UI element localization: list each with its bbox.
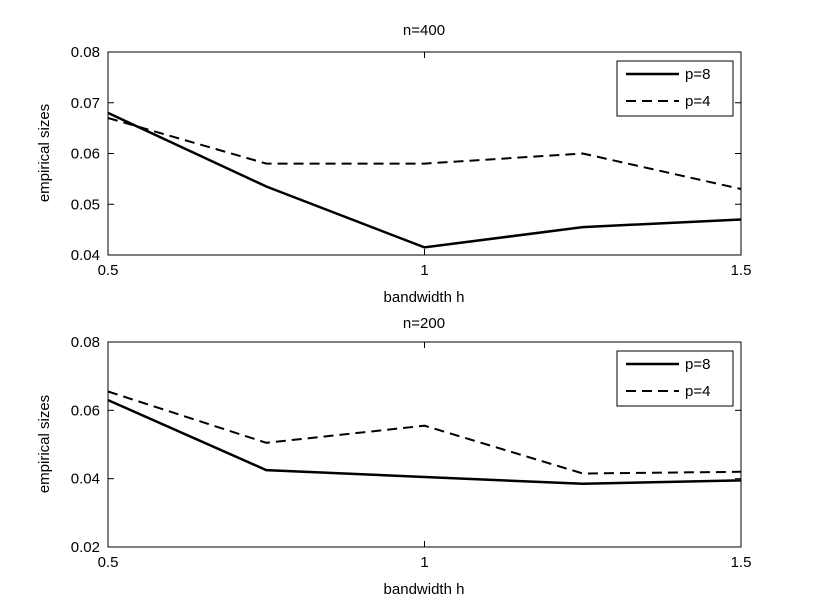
x-axis-label: bandwidth h bbox=[384, 289, 465, 306]
legend-label-p4: p=4 bbox=[685, 93, 710, 110]
legend: p=8 p=4 bbox=[616, 350, 734, 407]
plot-title: n=200 bbox=[403, 315, 445, 332]
axis-tick-labels: 0.5 1 1.5 0.02 0.04 0.06 0.08 bbox=[71, 334, 752, 571]
x-tick-label: 0.5 bbox=[98, 554, 119, 571]
x-tick-label: 1 bbox=[420, 554, 428, 571]
chart-panel-n200: n=200 0.5 1 1.5 0.02 0.04 0.06 0.08 bandwidth … bbox=[36, 315, 751, 598]
legend-box bbox=[616, 350, 734, 407]
y-tick-label: 0.04 bbox=[71, 471, 100, 488]
x-tick-label: 1.5 bbox=[731, 554, 752, 571]
series-layer bbox=[107, 111, 742, 249]
x-axis-label: bandwidth h bbox=[384, 581, 465, 598]
axis-ticks bbox=[107, 341, 742, 548]
x-tick-label: 1.5 bbox=[731, 262, 752, 279]
y-axis-label: empirical sizes bbox=[36, 395, 53, 493]
y-tick-label: 0.06 bbox=[71, 146, 100, 163]
series-layer bbox=[107, 390, 742, 486]
x-tick-label: 0.5 bbox=[98, 262, 119, 279]
legend-label-p8: p=8 bbox=[685, 66, 710, 83]
legend-label-p4: p=4 bbox=[685, 383, 710, 400]
series-line-p8 bbox=[107, 398, 742, 486]
chart-panel-n400: n=400 0.5 1 1.5 0.04 0.05 0.06 0.07 0.08 bandwi… bbox=[36, 22, 751, 306]
y-tick-label: 0.02 bbox=[71, 539, 100, 556]
series-line-p8 bbox=[107, 111, 742, 249]
x-tick-label: 1 bbox=[420, 262, 428, 279]
y-tick-label: 0.08 bbox=[71, 44, 100, 61]
y-axis-label: empirical sizes bbox=[36, 104, 53, 202]
axis-tick-labels: 0.5 1 1.5 0.04 0.05 0.06 0.07 0.08 bbox=[71, 44, 752, 279]
legend: p=8 p=4 bbox=[616, 60, 734, 117]
series-line-p4 bbox=[107, 117, 742, 190]
y-tick-label: 0.06 bbox=[71, 402, 100, 419]
plot-title: n=400 bbox=[403, 22, 445, 39]
y-tick-label: 0.08 bbox=[71, 334, 100, 351]
y-tick-label: 0.07 bbox=[71, 95, 100, 112]
legend-box bbox=[616, 60, 734, 117]
y-tick-label: 0.04 bbox=[71, 247, 100, 264]
axis-ticks bbox=[107, 51, 742, 256]
y-tick-label: 0.05 bbox=[71, 196, 100, 213]
legend-label-p8: p=8 bbox=[685, 356, 710, 373]
series-line-p4 bbox=[107, 390, 742, 475]
